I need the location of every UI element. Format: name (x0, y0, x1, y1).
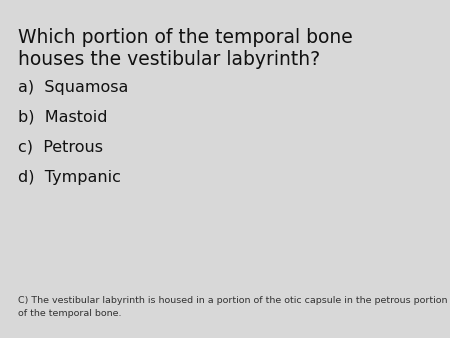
Text: C) The vestibular labyrinth is housed in a portion of the otic capsule in the pe: C) The vestibular labyrinth is housed in… (18, 296, 447, 317)
Text: d)  Tympanic: d) Tympanic (18, 170, 121, 185)
Text: a)  Squamosa: a) Squamosa (18, 80, 128, 95)
Text: c)  Petrous: c) Petrous (18, 140, 103, 155)
Text: Which portion of the temporal bone: Which portion of the temporal bone (18, 28, 353, 47)
Text: houses the vestibular labyrinth?: houses the vestibular labyrinth? (18, 50, 320, 69)
Text: b)  Mastoid: b) Mastoid (18, 110, 108, 125)
